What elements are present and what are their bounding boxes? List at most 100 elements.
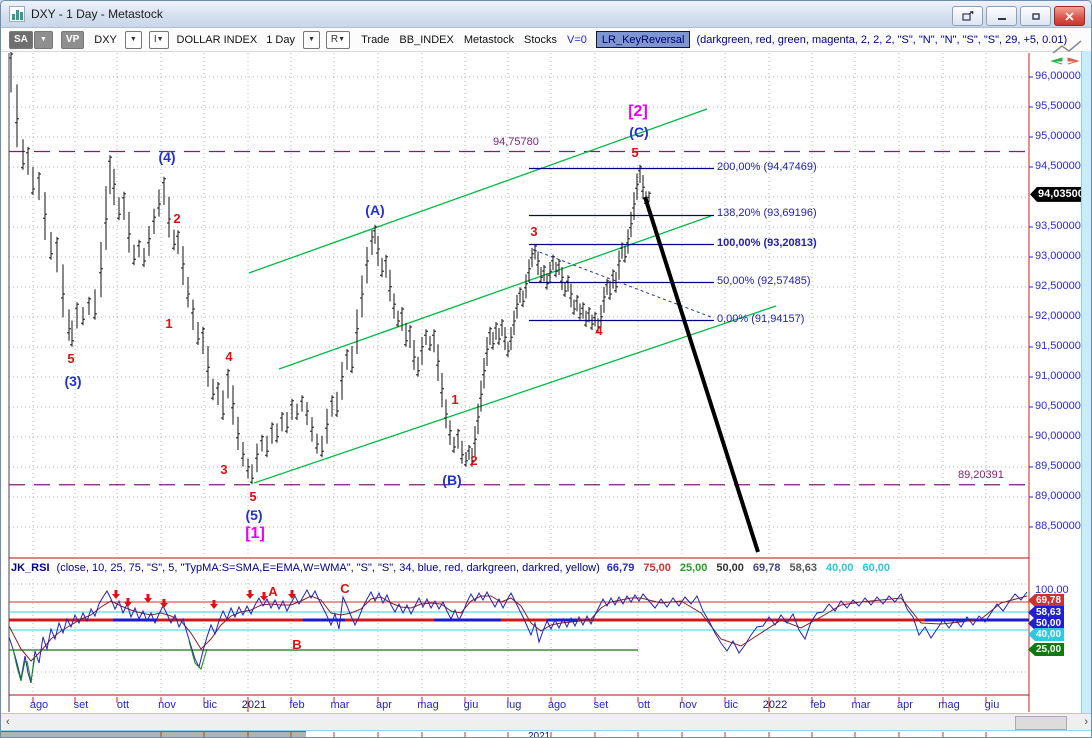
rsi-params: (close, 10, 25, 75, "S", 5, "TypMA:S=SMA…: [56, 562, 600, 574]
price-axis-label: 89,50000: [1035, 460, 1081, 472]
v-flag-label: V=0: [567, 33, 587, 46]
price-axis-label: 94,50000: [1035, 160, 1081, 172]
x-axis-month-label: set: [593, 699, 609, 711]
rsi-level-badge: 58,63: [1028, 606, 1065, 619]
fib-level-label: 138,20% (93,69196): [717, 207, 817, 220]
x-axis-month-label: mar: [330, 699, 350, 711]
r-label: R: [330, 34, 339, 45]
x-axis-month-label: nov: [158, 699, 176, 711]
restore-button[interactable]: [1020, 6, 1051, 26]
period-label: 1 Day: [266, 33, 295, 46]
price-axis-label: 92,50000: [1035, 280, 1081, 292]
interval-dropdown-button[interactable]: I ▼: [148, 30, 169, 49]
wave-label: (C): [629, 124, 649, 140]
popout-icon: [961, 11, 974, 21]
price-axis-label: 93,00000: [1035, 250, 1081, 262]
wave-label: [1]: [245, 525, 265, 542]
x-axis-month-label: ago: [29, 699, 49, 711]
wave-label: 1: [451, 392, 459, 407]
indicator-params: (darkgreen, red, green, magenta, 2, 2, 2…: [696, 33, 1068, 46]
wave-label: 5: [67, 351, 75, 366]
x-axis-year-label: 2021: [241, 699, 267, 711]
fib-level-label: 200,00% (94,47469): [717, 160, 817, 173]
x-axis-month-label: lug: [506, 699, 522, 711]
vertical-scroll-strip[interactable]: [1081, 51, 1091, 713]
wave-label: 4: [595, 323, 603, 338]
wave-label: 5: [631, 145, 639, 160]
wave-label: (A): [365, 202, 385, 218]
scroll-left-arrow[interactable]: ‹: [6, 716, 10, 728]
symbol-label: DXY: [94, 33, 117, 46]
x-axis-month-label: set: [73, 699, 89, 711]
rsi-letter-label: B: [292, 637, 302, 652]
rsi-readout-value: 40,00: [825, 562, 854, 574]
x-axis-month-label: ott: [637, 699, 651, 711]
level-value-label: 89,20391: [958, 469, 1004, 481]
price-axis-label: 91,00000: [1035, 370, 1081, 382]
sa-dropdown-button[interactable]: ▼: [33, 30, 53, 49]
background-window-fragment: [1, 731, 306, 737]
rsi-readout-value: 69,78: [752, 562, 781, 574]
scroll-right-arrow[interactable]: ›: [1084, 716, 1088, 728]
wave-label: 3: [530, 224, 538, 239]
period-dropdown-button[interactable]: ▼: [302, 30, 320, 49]
wave-label: 3: [220, 462, 228, 477]
x-axis-month-label: feb: [289, 699, 305, 711]
restore-icon: [1031, 12, 1040, 20]
rsi-header-row: JK_RSI (close, 10, 25, 75, "S", 5, "TypM…: [11, 560, 1025, 576]
price-axis-label: 89,00000: [1035, 490, 1081, 502]
price-axis-label: 90,50000: [1035, 400, 1081, 412]
x-axis-month-label: feb: [810, 699, 826, 711]
interval-label: I: [153, 34, 157, 45]
app-chart-icon: [9, 6, 25, 22]
fib-level-label: 0,00% (91,94157): [717, 312, 805, 325]
rsi-axis-100-label: 100,00: [1035, 584, 1069, 596]
x-axis-month-label: mar: [851, 699, 871, 711]
scroll-thumb[interactable]: [1015, 716, 1067, 730]
instrument-label: DOLLAR INDEX: [176, 33, 258, 46]
popout-window-button[interactable]: [952, 6, 983, 26]
x-axis-year-label: 2022: [762, 699, 788, 711]
title-bar[interactable]: DXY - 1 Day - Metastock: [1, 1, 1091, 28]
wave-label: (B): [442, 472, 462, 488]
level-value-label: 94,75780: [493, 136, 539, 148]
background-window-strip: 2021: [1, 731, 1091, 738]
wave-label: (3): [64, 373, 82, 389]
horizontal-scrollbar[interactable]: ‹ ›: [1, 713, 1091, 731]
price-axis-label: 92,00000: [1035, 310, 1081, 322]
rsi-readout-value: 50,00: [716, 562, 744, 574]
wave-label: 2: [470, 453, 478, 468]
rsi-values: 66,79 75,00 25,00 50,00 69,78 58,63 40,00 60,00: [607, 562, 899, 574]
fib-level-label: 50,00% (92,57485): [717, 274, 811, 287]
rsi-name: JK_RSI: [11, 562, 50, 574]
x-axis-month-label: mag: [417, 699, 439, 711]
sa-button[interactable]: SA: [9, 30, 33, 49]
rsi-level-badge: 69,78: [1028, 594, 1065, 607]
x-axis-month-label: dic: [202, 699, 218, 711]
rsi-level-badge: 50,00: [1028, 617, 1065, 630]
x-axis-month-label: giu: [463, 699, 479, 711]
price-axis-label: 88,50000: [1035, 520, 1081, 532]
wave-label: 1: [165, 316, 173, 331]
menu-item-stocks[interactable]: Stocks: [523, 33, 557, 46]
close-button[interactable]: [1054, 6, 1085, 26]
toolbar: SA ▼ VP DXY ▼ I ▼ DOLLAR INDEX 1 Day ▼ R ▼…: [1, 28, 1091, 52]
menu-item-metastock[interactable]: Metastock: [463, 33, 514, 46]
rsi-readout-value: 75,00: [643, 562, 671, 574]
x-axis-month-label: mag: [938, 699, 960, 711]
r-dropdown-button[interactable]: R ▼: [325, 30, 351, 49]
rsi-letter-label: A: [268, 584, 278, 599]
vp-button[interactable]: VP: [60, 30, 85, 49]
menu-item-bb-index[interactable]: BB_INDEX: [399, 33, 454, 46]
minimize-button[interactable]: [986, 6, 1017, 26]
x-axis-month-label: dic: [723, 699, 739, 711]
indicator-selected[interactable]: LR_KeyReversal: [595, 31, 691, 48]
rsi-level-badge: 25,00: [1028, 643, 1065, 656]
symbol-dropdown-button[interactable]: ▼: [124, 30, 142, 49]
menu-item-trade[interactable]: Trade: [361, 33, 390, 46]
rsi-readout-value: 66,79: [606, 562, 635, 574]
svg-text:2021: 2021: [528, 731, 551, 738]
minimize-icon: [997, 17, 1006, 20]
